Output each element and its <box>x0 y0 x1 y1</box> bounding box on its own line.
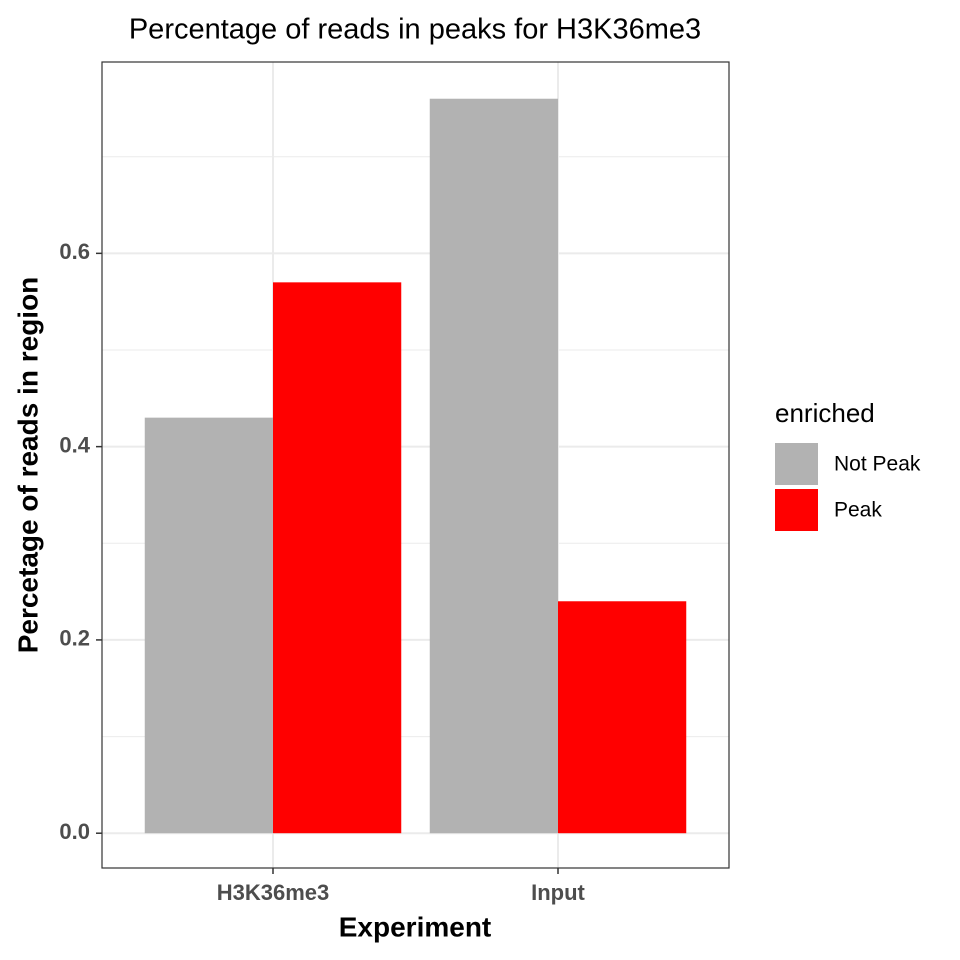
legend-label: Not Peak <box>834 453 921 476</box>
chart-title: Percentage of reads in peaks for H3K36me… <box>129 14 701 46</box>
y-tick-label: 0.2 <box>59 626 90 651</box>
legend-key <box>775 489 818 531</box>
bar <box>144 417 273 834</box>
x-tick-label: Input <box>531 880 585 905</box>
panel-border <box>101 61 730 869</box>
y-tick-label: 0.6 <box>59 239 90 264</box>
y-tick-label: 0.4 <box>59 432 90 457</box>
y-tick-label: 0.0 <box>59 819 90 844</box>
bar <box>558 601 687 834</box>
legend-title: enriched <box>775 398 875 428</box>
x-axis-label: Experiment <box>339 911 492 942</box>
legend-label: Peak <box>834 499 882 522</box>
x-tick-label: H3K36me3 <box>217 880 330 905</box>
bar <box>429 98 558 834</box>
y-axis-label: Percetage of reads in region <box>12 277 43 654</box>
bar <box>273 282 402 834</box>
legend-key <box>775 443 818 485</box>
